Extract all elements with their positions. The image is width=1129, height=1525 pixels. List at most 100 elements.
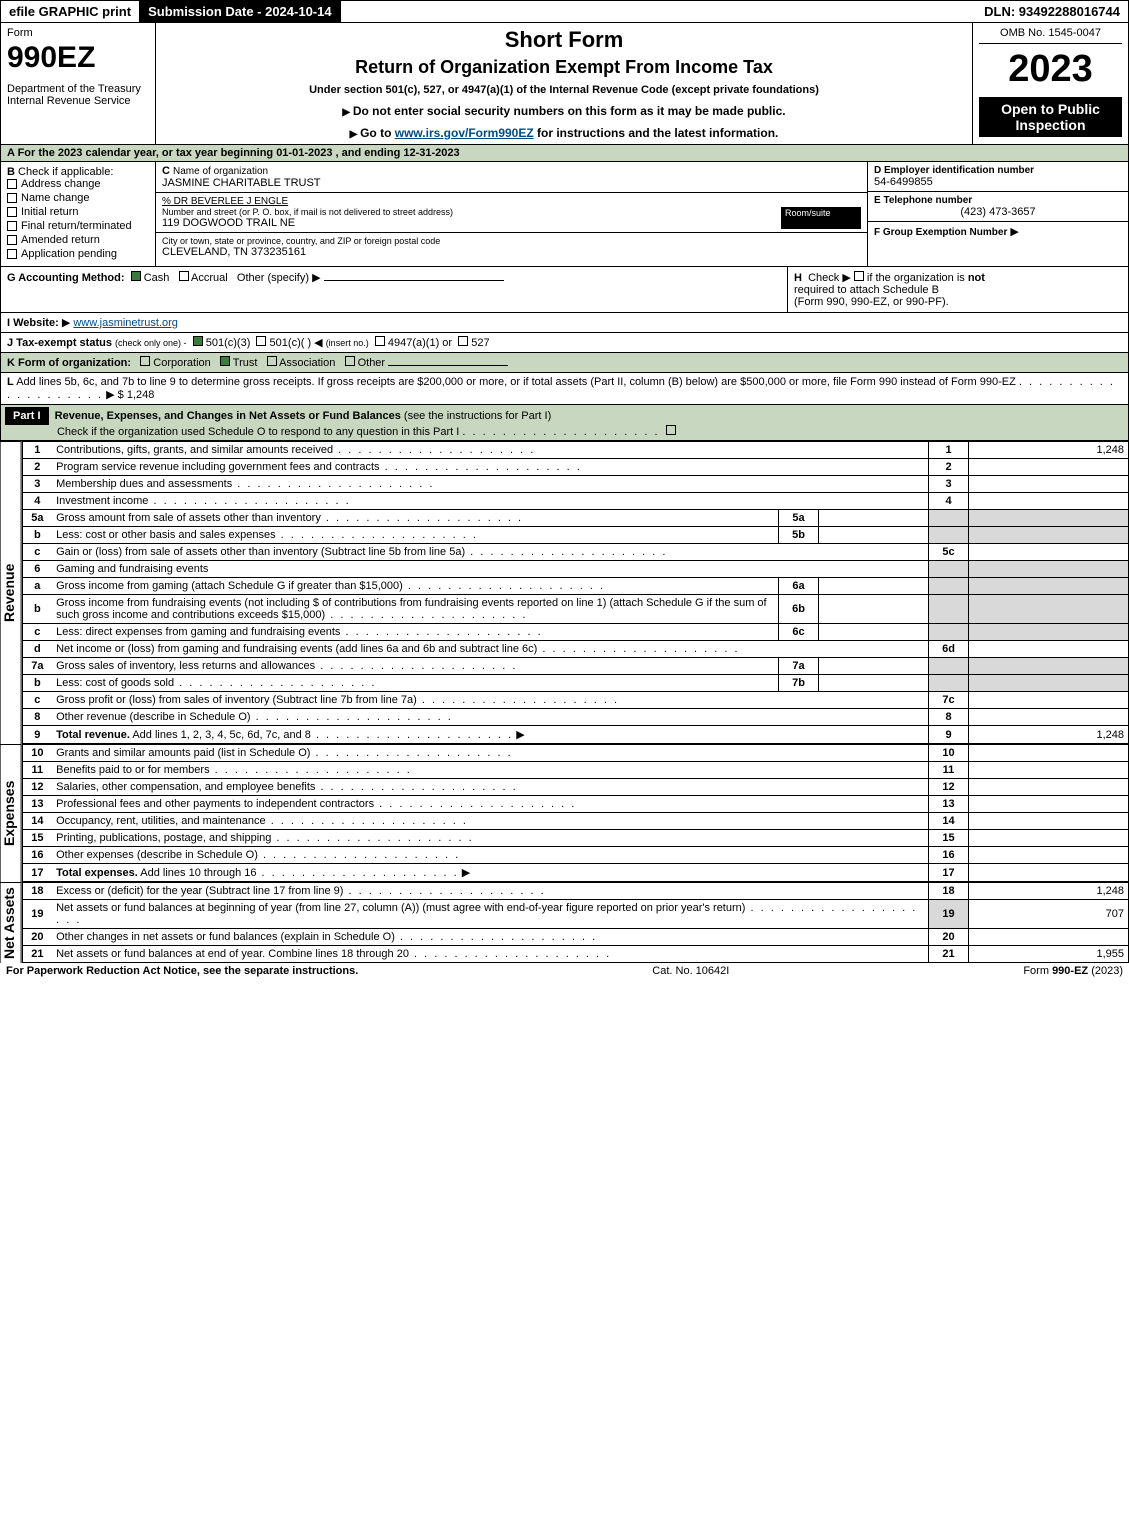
other-checkbox[interactable]	[345, 356, 355, 366]
form-number: 990EZ	[7, 41, 149, 75]
ein-label: D Employer identification number	[874, 165, 1122, 176]
cat-no: Cat. No. 10642I	[652, 965, 729, 977]
table-row: 12Salaries, other compensation, and empl…	[22, 779, 1128, 796]
city-state-zip: CLEVELAND, TN 373235161	[162, 246, 861, 258]
section-c: C Name of organization JASMINE CHARITABL…	[156, 162, 868, 266]
phone-label: E Telephone number	[874, 195, 1122, 206]
submission-date: Submission Date - 2024-10-14	[140, 1, 341, 22]
part-i-header: Part I Revenue, Expenses, and Changes in…	[0, 405, 1129, 441]
paperwork-notice: For Paperwork Reduction Act Notice, see …	[6, 965, 358, 977]
irs-label: Internal Revenue Service	[7, 95, 149, 107]
org-name: JASMINE CHARITABLE TRUST	[162, 177, 321, 189]
checkbox-icon[interactable]	[7, 207, 17, 217]
revenue-table: 1Contributions, gifts, grants, and simil…	[22, 441, 1129, 744]
accrual-checkbox[interactable]	[179, 271, 189, 281]
table-row: 1Contributions, gifts, grants, and simil…	[22, 442, 1128, 459]
checkbox-icon[interactable]	[7, 193, 17, 203]
schedule-b-checkbox[interactable]	[854, 271, 864, 281]
section-a-tax-year: A For the 2023 calendar year, or tax yea…	[0, 145, 1129, 162]
omb-number: OMB No. 1545-0047	[979, 27, 1122, 44]
table-row: cLess: direct expenses from gaming and f…	[22, 624, 1128, 641]
section-gh: G Accounting Method: Cash Accrual Other …	[0, 267, 1129, 313]
table-row: 3Membership dues and assessments3	[22, 476, 1128, 493]
checkbox-icon[interactable]	[7, 235, 17, 245]
table-row: aGross income from gaming (attach Schedu…	[22, 578, 1128, 595]
netassets-section: Net Assets 18Excess or (deficit) for the…	[0, 882, 1129, 963]
table-row: 18Excess or (deficit) for the year (Subt…	[22, 883, 1128, 900]
goto-instructions: Go to www.irs.gov/Form990EZ for instruct…	[162, 126, 966, 140]
table-row: 19Net assets or fund balances at beginni…	[22, 900, 1128, 929]
schedule-o-checkbox[interactable]	[666, 425, 676, 435]
ein: 54-6499855	[874, 176, 1122, 188]
table-row: dNet income or (loss) from gaming and fu…	[22, 641, 1128, 658]
check-if-applicable-item[interactable]: Final return/terminated	[7, 220, 149, 232]
check-if-applicable-item[interactable]: Name change	[7, 192, 149, 204]
table-row: 13Professional fees and other payments t…	[22, 796, 1128, 813]
check-if-applicable-item[interactable]: Initial return	[7, 206, 149, 218]
dln: DLN: 93492288016744	[976, 1, 1128, 22]
table-row: 8Other revenue (describe in Schedule O)8	[22, 709, 1128, 726]
table-row: cGross profit or (loss) from sales of in…	[22, 692, 1128, 709]
netassets-table: 18Excess or (deficit) for the year (Subt…	[22, 882, 1129, 963]
table-row: 9Total revenue. Add lines 1, 2, 3, 4, 5c…	[22, 726, 1128, 744]
checkbox-icon[interactable]	[7, 221, 17, 231]
open-to-public: Open to Public Inspection	[979, 97, 1122, 137]
table-row: 14Occupancy, rent, utilities, and mainte…	[22, 813, 1128, 830]
assoc-checkbox[interactable]	[267, 356, 277, 366]
section-bcdef: B Check if applicable: Address changeNam…	[0, 162, 1129, 267]
department: Department of the Treasury	[7, 83, 149, 95]
top-bar: efile GRAPHIC print Submission Date - 20…	[0, 0, 1129, 23]
irs-link[interactable]: www.irs.gov/Form990EZ	[395, 126, 534, 140]
expenses-table: 10Grants and similar amounts paid (list …	[22, 744, 1129, 882]
section-def: D Employer identification number 54-6499…	[868, 162, 1128, 266]
table-row: 7aGross sales of inventory, less returns…	[22, 658, 1128, 675]
revenue-section: Revenue 1Contributions, gifts, grants, a…	[0, 441, 1129, 744]
group-exempt-label: F Group Exemption Number	[874, 227, 1007, 238]
efile-print-label[interactable]: efile GRAPHIC print	[1, 1, 140, 22]
expenses-section: Expenses 10Grants and similar amounts pa…	[0, 744, 1129, 882]
netassets-tab: Net Assets	[0, 882, 22, 963]
table-row: 15Printing, publications, postage, and s…	[22, 830, 1128, 847]
form-footer-label: Form 990-EZ (2023)	[1023, 965, 1123, 977]
table-row: 11Benefits paid to or for members11	[22, 762, 1128, 779]
4947-checkbox[interactable]	[375, 336, 385, 346]
check-if-applicable-item[interactable]: Address change	[7, 178, 149, 190]
527-checkbox[interactable]	[458, 336, 468, 346]
phone: (423) 473-3657	[874, 206, 1122, 218]
table-row: 16Other expenses (describe in Schedule O…	[22, 847, 1128, 864]
form-label: Form	[7, 27, 149, 39]
title-return: Return of Organization Exempt From Incom…	[162, 57, 966, 78]
ssn-warning: Do not enter social security numbers on …	[162, 104, 966, 118]
table-row: 10Grants and similar amounts paid (list …	[22, 745, 1128, 762]
check-if-applicable-item[interactable]: Amended return	[7, 234, 149, 246]
table-row: bLess: cost or other basis and sales exp…	[22, 527, 1128, 544]
table-row: 6Gaming and fundraising events	[22, 561, 1128, 578]
trust-checkbox[interactable]	[220, 356, 230, 366]
table-row: 21Net assets or fund balances at end of …	[22, 946, 1128, 963]
page-footer: For Paperwork Reduction Act Notice, see …	[0, 963, 1129, 979]
table-row: bGross income from fundraising events (n…	[22, 595, 1128, 624]
website-link[interactable]: www.jasminetrust.org	[73, 317, 178, 329]
check-if-applicable-item[interactable]: Application pending	[7, 248, 149, 260]
section-j-tax-exempt: J Tax-exempt status (check only one) - 5…	[0, 333, 1129, 353]
501c-checkbox[interactable]	[256, 336, 266, 346]
section-k-org-type: K Form of organization: Corporation Trus…	[0, 353, 1129, 373]
checkbox-icon[interactable]	[7, 249, 17, 259]
section-b: B Check if applicable: Address changeNam…	[1, 162, 156, 266]
section-l-gross-receipts: L Add lines 5b, 6c, and 7b to line 9 to …	[0, 373, 1129, 405]
expenses-tab: Expenses	[0, 744, 22, 882]
table-row: 20Other changes in net assets or fund ba…	[22, 929, 1128, 946]
table-row: 2Program service revenue including gover…	[22, 459, 1128, 476]
checkbox-icon[interactable]	[7, 179, 17, 189]
table-row: bLess: cost of goods sold7b	[22, 675, 1128, 692]
subtitle: Under section 501(c), 527, or 4947(a)(1)…	[162, 84, 966, 96]
table-row: 17Total expenses. Add lines 10 through 1…	[22, 864, 1128, 882]
care-of: % DR BEVERLEE J ENGLE	[162, 196, 861, 207]
section-i-website: I Website: www.jasminetrust.org	[0, 313, 1129, 333]
title-short-form: Short Form	[162, 27, 966, 53]
revenue-tab: Revenue	[0, 441, 22, 744]
501c3-checkbox[interactable]	[193, 336, 203, 346]
cash-checkbox[interactable]	[131, 271, 141, 281]
table-row: 4Investment income4	[22, 493, 1128, 510]
corp-checkbox[interactable]	[140, 356, 150, 366]
